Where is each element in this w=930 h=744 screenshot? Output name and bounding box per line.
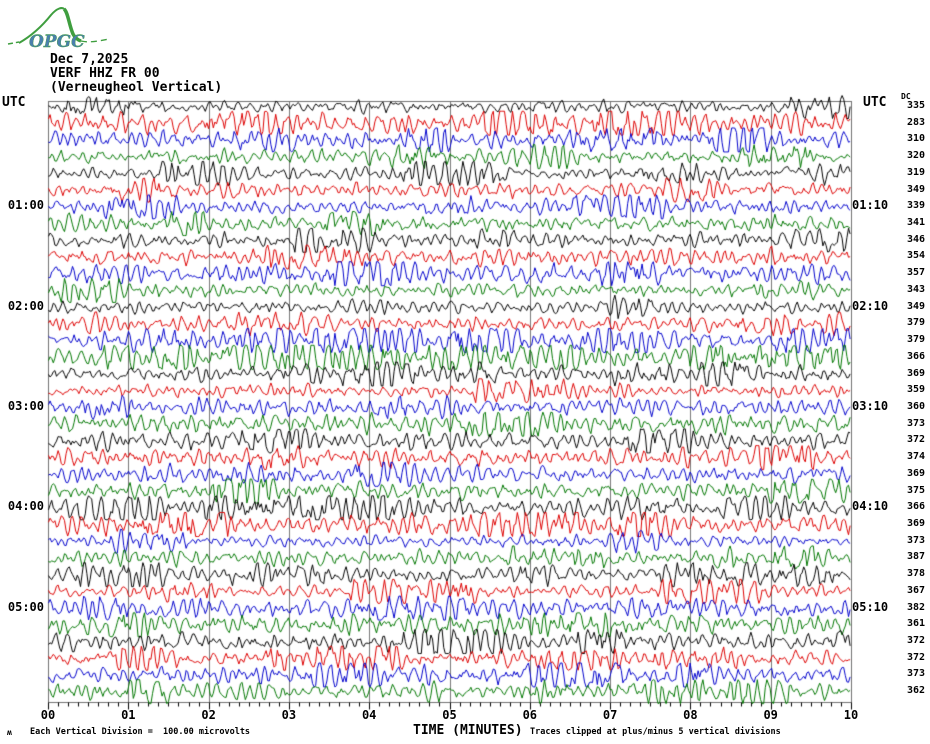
dc-value: 335 (906, 100, 925, 111)
hour-label: 01:00 (7, 198, 44, 213)
dc-value: 310 (906, 133, 925, 145)
dc-value: 379 (906, 334, 925, 346)
hour-label: 04:10 (852, 499, 889, 514)
header-date: Dec 7,2025 (50, 52, 129, 67)
dc-value: 372 (906, 635, 925, 647)
dc-value: 339 (906, 200, 925, 212)
logo-curve-peak (62, 7, 82, 43)
dc-value: 361 (906, 618, 925, 630)
dc-value: 366 (906, 501, 925, 513)
dc-value: 373 (906, 668, 925, 680)
utc-right-title: UTC (863, 95, 887, 110)
hour-label: 02:00 (7, 298, 44, 313)
logo-dash-right (80, 38, 110, 43)
opgc-logo-text: OPGC (29, 32, 85, 52)
dc-value: 346 (906, 233, 925, 245)
dc-value: 369 (906, 367, 925, 379)
dc-value: 369 (906, 518, 925, 529)
dc-value: 349 (906, 300, 925, 312)
corner-glyph: ʍ (7, 728, 12, 737)
dc-value: 359 (906, 384, 925, 396)
dc-value: 343 (906, 283, 925, 295)
dc-value: 357 (906, 267, 925, 279)
hour-label: 05:00 (7, 599, 44, 614)
dc-value: 283 (906, 116, 925, 128)
logo-dash-left (7, 41, 20, 45)
dc-value: 373 (906, 417, 925, 429)
logo-curve-rise (18, 7, 65, 44)
dc-column-header: DC (901, 92, 911, 101)
dc-value: 360 (906, 400, 925, 412)
hour-label: 02:10 (852, 298, 889, 313)
dc-value: 362 (906, 685, 925, 697)
x-tick-label: 09 (763, 708, 778, 722)
dc-value: 372 (906, 651, 925, 663)
header-description: (Verneugheol Vertical) (50, 80, 223, 95)
x-tick-label: 02 (201, 708, 216, 722)
dc-value: 349 (906, 183, 925, 195)
clip-note: Traces clipped at plus/minus 5 vertical … (530, 727, 781, 737)
dc-value: 369 (906, 467, 925, 479)
opgc-logo: OPGC (7, 7, 110, 52)
utc-left-title: UTC (2, 95, 26, 110)
hour-label: 04:00 (7, 499, 44, 514)
x-tick-label: 07 (602, 708, 618, 722)
hour-label: 03:10 (852, 398, 889, 413)
dc-value: 367 (906, 584, 925, 596)
x-tick-label: 06 (522, 708, 538, 722)
dc-value: 320 (906, 150, 925, 162)
dc-value: 354 (906, 250, 925, 262)
x-tick-label: 03 (281, 708, 297, 722)
hour-label: 03:00 (7, 398, 44, 413)
dc-value: 375 (906, 484, 925, 496)
hour-label: 01:10 (852, 198, 889, 213)
scale-note: Each Vertical Division = 100.00 microvol… (30, 727, 251, 737)
x-tick-label: 05 (442, 708, 457, 722)
x-tick-label: 08 (683, 708, 698, 722)
dc-value: 374 (906, 451, 925, 463)
x-tick-label: 01 (121, 708, 136, 722)
dc-value: 379 (906, 317, 925, 329)
dc-value: 387 (906, 551, 925, 563)
x-axis-title: TIME (MINUTES) (413, 723, 523, 738)
dc-value: 341 (906, 217, 925, 229)
dc-value: 378 (906, 568, 925, 580)
dc-value: 319 (906, 166, 925, 178)
x-tick-label: 00 (40, 708, 56, 722)
header-station: VERF HHZ FR 00 (50, 66, 160, 81)
x-tick-label: 10 (843, 708, 859, 722)
dc-value: 372 (906, 434, 925, 446)
dc-value: 366 (906, 350, 925, 362)
x-tick-label: 04 (361, 708, 377, 722)
hour-label: 05:10 (852, 599, 889, 614)
dc-value: 373 (906, 534, 925, 546)
dc-value: 382 (906, 601, 925, 613)
